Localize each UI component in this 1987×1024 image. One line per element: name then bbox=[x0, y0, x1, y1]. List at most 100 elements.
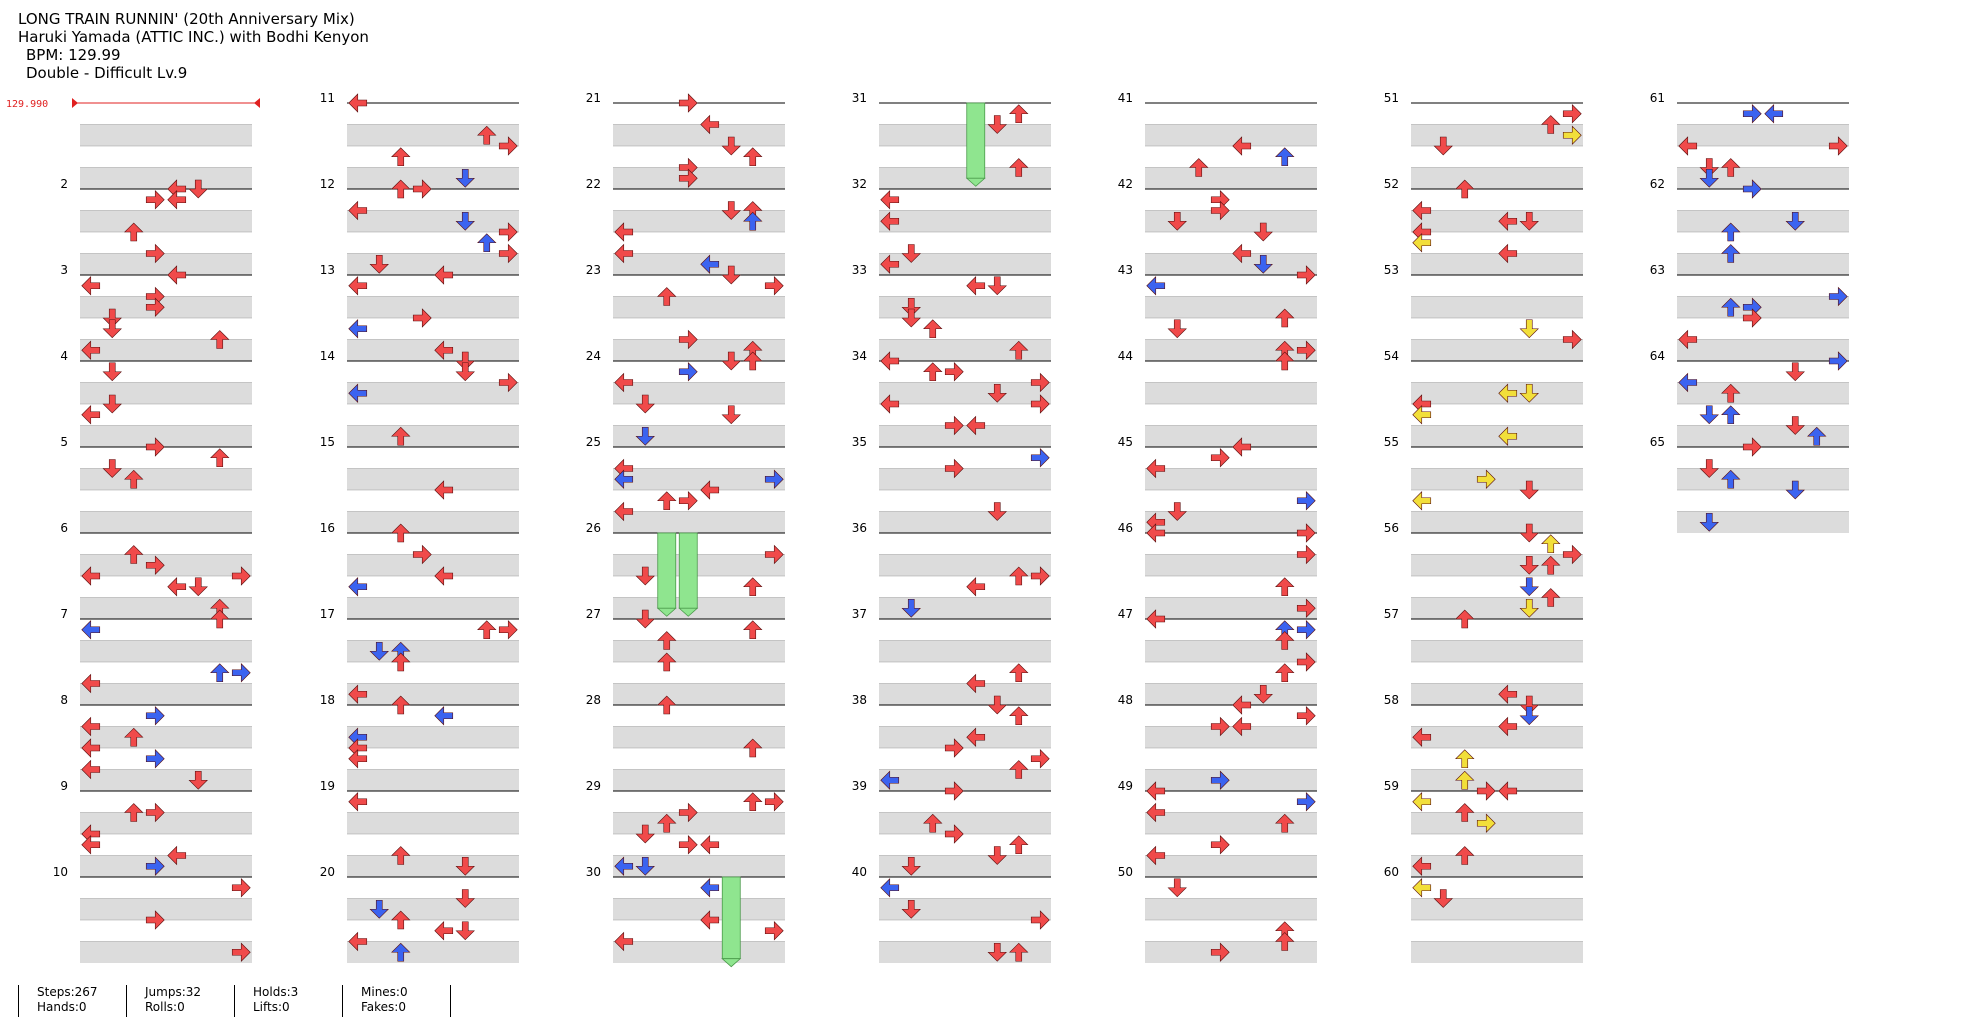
left-arrow-icon bbox=[1412, 405, 1432, 425]
measure-number: 39 bbox=[852, 779, 867, 793]
stat-rolls: Rolls:0 bbox=[145, 1000, 185, 1014]
down-arrow-icon bbox=[901, 899, 921, 919]
beat-band bbox=[1677, 210, 1849, 232]
beat-band bbox=[613, 382, 785, 404]
beat-band bbox=[1411, 468, 1583, 490]
left-arrow-icon bbox=[348, 931, 368, 952]
beat-band bbox=[1145, 124, 1317, 146]
up-arrow-icon bbox=[1275, 932, 1295, 951]
beat-band bbox=[613, 425, 785, 447]
left-arrow-icon bbox=[348, 200, 368, 221]
measure-number: 50 bbox=[1118, 865, 1133, 879]
left-arrow-icon bbox=[614, 931, 634, 952]
stat-jumps: Jumps:32 bbox=[145, 985, 202, 999]
beat-band bbox=[879, 726, 1051, 748]
down-arrow-icon bbox=[188, 179, 208, 199]
down-arrow-icon bbox=[1167, 211, 1187, 231]
left-arrow-icon bbox=[81, 340, 101, 360]
beat-band bbox=[1677, 339, 1849, 361]
down-arrow-icon bbox=[455, 211, 475, 231]
down-arrow-icon bbox=[102, 362, 122, 382]
measure-number: 23 bbox=[586, 263, 601, 277]
beat-band bbox=[1411, 425, 1583, 447]
beat-band bbox=[1411, 597, 1583, 619]
stat-steps: Steps:267 bbox=[37, 985, 98, 999]
measure-number: 31 bbox=[852, 91, 867, 105]
left-arrow-icon bbox=[966, 415, 986, 436]
up-arrow-icon bbox=[391, 942, 411, 962]
beat-band bbox=[1145, 941, 1317, 963]
right-arrow-icon bbox=[678, 168, 698, 188]
left-arrow-icon bbox=[348, 749, 368, 769]
beat-band bbox=[1145, 898, 1317, 920]
measure-number: 52 bbox=[1384, 177, 1399, 191]
left-arrow-icon bbox=[1498, 716, 1518, 737]
up-arrow-icon bbox=[1721, 469, 1741, 489]
left-arrow-icon bbox=[434, 566, 454, 586]
up-arrow-icon bbox=[1009, 566, 1029, 586]
left-arrow-icon bbox=[1146, 458, 1166, 479]
down-arrow-icon bbox=[102, 319, 122, 339]
measure-number: 11 bbox=[320, 91, 335, 105]
beat-band bbox=[1411, 941, 1583, 963]
up-arrow-icon bbox=[1275, 631, 1295, 650]
right-arrow-icon bbox=[1296, 652, 1316, 672]
measure-number: 6 bbox=[60, 521, 68, 535]
down-arrow-icon bbox=[1167, 502, 1187, 521]
stat-lifts: Lifts:0 bbox=[253, 1000, 290, 1014]
down-arrow-icon bbox=[901, 297, 921, 317]
right-arrow-icon bbox=[944, 824, 964, 844]
beat-band bbox=[80, 855, 252, 877]
beat-band bbox=[80, 382, 252, 404]
down-arrow-icon bbox=[901, 856, 921, 876]
up-arrow-icon bbox=[743, 738, 763, 758]
beat-band bbox=[879, 898, 1051, 920]
down-arrow-icon bbox=[369, 254, 389, 274]
measure-number: 7 bbox=[60, 607, 68, 621]
hold-bar bbox=[657, 532, 677, 609]
beat-band bbox=[613, 726, 785, 748]
up-arrow-icon bbox=[743, 351, 763, 371]
left-arrow-icon bbox=[1498, 426, 1518, 446]
right-arrow-icon bbox=[1210, 942, 1230, 962]
right-arrow-icon bbox=[1828, 286, 1848, 307]
beat-band bbox=[1145, 210, 1317, 232]
right-arrow-icon bbox=[231, 942, 251, 962]
down-arrow-icon bbox=[635, 426, 655, 446]
left-arrow-icon bbox=[434, 706, 454, 726]
beat-band bbox=[80, 597, 252, 619]
up-arrow-icon bbox=[124, 469, 144, 489]
beat-band bbox=[347, 124, 519, 146]
down-arrow-icon bbox=[1785, 211, 1805, 231]
up-arrow-icon bbox=[1009, 760, 1029, 779]
measure-number: 54 bbox=[1384, 349, 1399, 363]
measure-number: 3 bbox=[60, 263, 68, 277]
left-arrow-icon bbox=[614, 501, 634, 522]
beat-band bbox=[613, 855, 785, 877]
measure-number: 32 bbox=[852, 177, 867, 191]
beat-band bbox=[879, 554, 1051, 576]
up-arrow-icon bbox=[391, 147, 411, 167]
right-arrow-icon bbox=[678, 93, 698, 113]
right-arrow-icon bbox=[145, 749, 165, 769]
beat-band bbox=[613, 511, 785, 533]
left-arrow-icon bbox=[1412, 727, 1432, 747]
up-arrow-icon bbox=[210, 330, 230, 349]
down-arrow-icon bbox=[987, 502, 1007, 521]
down-arrow-icon bbox=[188, 770, 208, 790]
right-arrow-icon bbox=[145, 910, 165, 930]
right-arrow-icon bbox=[1562, 104, 1582, 124]
right-arrow-icon bbox=[764, 469, 784, 489]
measure-number: 17 bbox=[320, 607, 335, 621]
beat-band bbox=[1677, 167, 1849, 189]
beat-band bbox=[347, 167, 519, 189]
beat-band bbox=[80, 769, 252, 791]
measure-number: 8 bbox=[60, 693, 68, 707]
right-arrow-icon bbox=[1476, 469, 1496, 489]
left-arrow-icon bbox=[1498, 243, 1518, 264]
up-arrow-icon bbox=[1189, 158, 1209, 177]
right-arrow-icon bbox=[231, 663, 251, 683]
left-arrow-icon bbox=[1232, 437, 1252, 457]
left-arrow-icon bbox=[1498, 781, 1518, 801]
beat-band bbox=[613, 468, 785, 490]
